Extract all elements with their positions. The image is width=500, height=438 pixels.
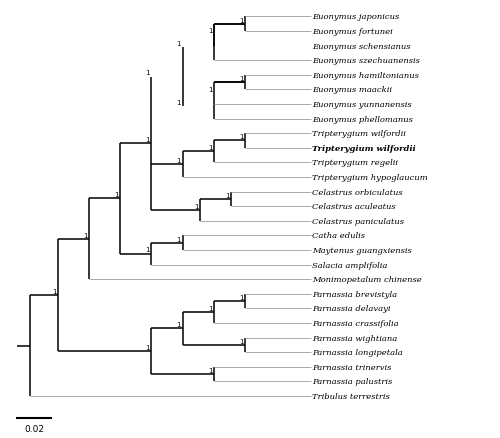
Text: Parnassia brevistyla: Parnassia brevistyla (312, 290, 398, 298)
Text: Monimopetalum chinense: Monimopetalum chinense (312, 276, 422, 283)
Text: 1: 1 (208, 305, 212, 311)
Text: 1: 1 (239, 134, 244, 140)
Text: Euonymus hamiltonianus: Euonymus hamiltonianus (312, 72, 419, 80)
Text: 1: 1 (176, 99, 181, 106)
Text: Tripterygium wilfordii: Tripterygium wilfordii (312, 130, 406, 138)
Text: 1: 1 (146, 70, 150, 76)
Text: 1: 1 (208, 145, 212, 151)
Text: 1: 1 (239, 76, 244, 82)
Text: Salacia amplifolia: Salacia amplifolia (312, 261, 388, 269)
Text: 1: 1 (146, 247, 150, 253)
Text: Celastrus paniculatus: Celastrus paniculatus (312, 217, 404, 225)
Text: Catha edulis: Catha edulis (312, 232, 365, 240)
Text: 1: 1 (225, 192, 230, 198)
Text: 1: 1 (84, 232, 88, 238)
Text: 1: 1 (146, 344, 150, 350)
Text: Euonymus fortunei: Euonymus fortunei (312, 28, 393, 36)
Text: 1: 1 (146, 137, 150, 143)
Text: Maytenus guangxiensis: Maytenus guangxiensis (312, 247, 412, 254)
Text: Tripterygium wilfordii: Tripterygium wilfordii (312, 145, 416, 152)
Text: Parnassia trinervis: Parnassia trinervis (312, 363, 392, 371)
Text: Celastrus aculeatus: Celastrus aculeatus (312, 203, 396, 211)
Text: Parnassia palustris: Parnassia palustris (312, 378, 392, 385)
Text: 1: 1 (208, 367, 212, 373)
Text: 1: 1 (239, 18, 244, 24)
Text: Euonymus phellomanus: Euonymus phellomanus (312, 115, 413, 124)
Text: Parnassia crassifolia: Parnassia crassifolia (312, 319, 399, 327)
Text: 1: 1 (176, 41, 181, 47)
Text: 1: 1 (208, 87, 212, 93)
Text: Tripterygium regelii: Tripterygium regelii (312, 159, 398, 167)
Text: 1: 1 (176, 236, 181, 242)
Text: Tribulus terrestris: Tribulus terrestris (312, 392, 390, 400)
Text: 1: 1 (52, 288, 56, 294)
Text: Parnassia longipetala: Parnassia longipetala (312, 348, 403, 357)
Text: Euonymus japonicus: Euonymus japonicus (312, 13, 400, 21)
Text: Tripterygium hypoglaucum: Tripterygium hypoglaucum (312, 173, 428, 182)
Text: Euonymus szechuanensis: Euonymus szechuanensis (312, 57, 420, 65)
Text: Euonymus yunnanensis: Euonymus yunnanensis (312, 101, 412, 109)
Text: Parnassia delavayi: Parnassia delavayi (312, 305, 390, 313)
Text: 1: 1 (208, 28, 212, 35)
Text: Euonymus maackii: Euonymus maackii (312, 86, 392, 94)
Text: 0.02: 0.02 (24, 424, 44, 434)
Text: Celastrus orbiculatus: Celastrus orbiculatus (312, 188, 403, 196)
Text: 1: 1 (114, 192, 119, 198)
Text: 1: 1 (239, 294, 244, 300)
Text: Euonymus schensianus: Euonymus schensianus (312, 42, 410, 50)
Text: 1: 1 (176, 158, 181, 164)
Text: 1: 1 (239, 338, 244, 344)
Text: Parnassia wightiana: Parnassia wightiana (312, 334, 398, 342)
Text: 1: 1 (194, 203, 198, 209)
Text: 1: 1 (176, 321, 181, 328)
